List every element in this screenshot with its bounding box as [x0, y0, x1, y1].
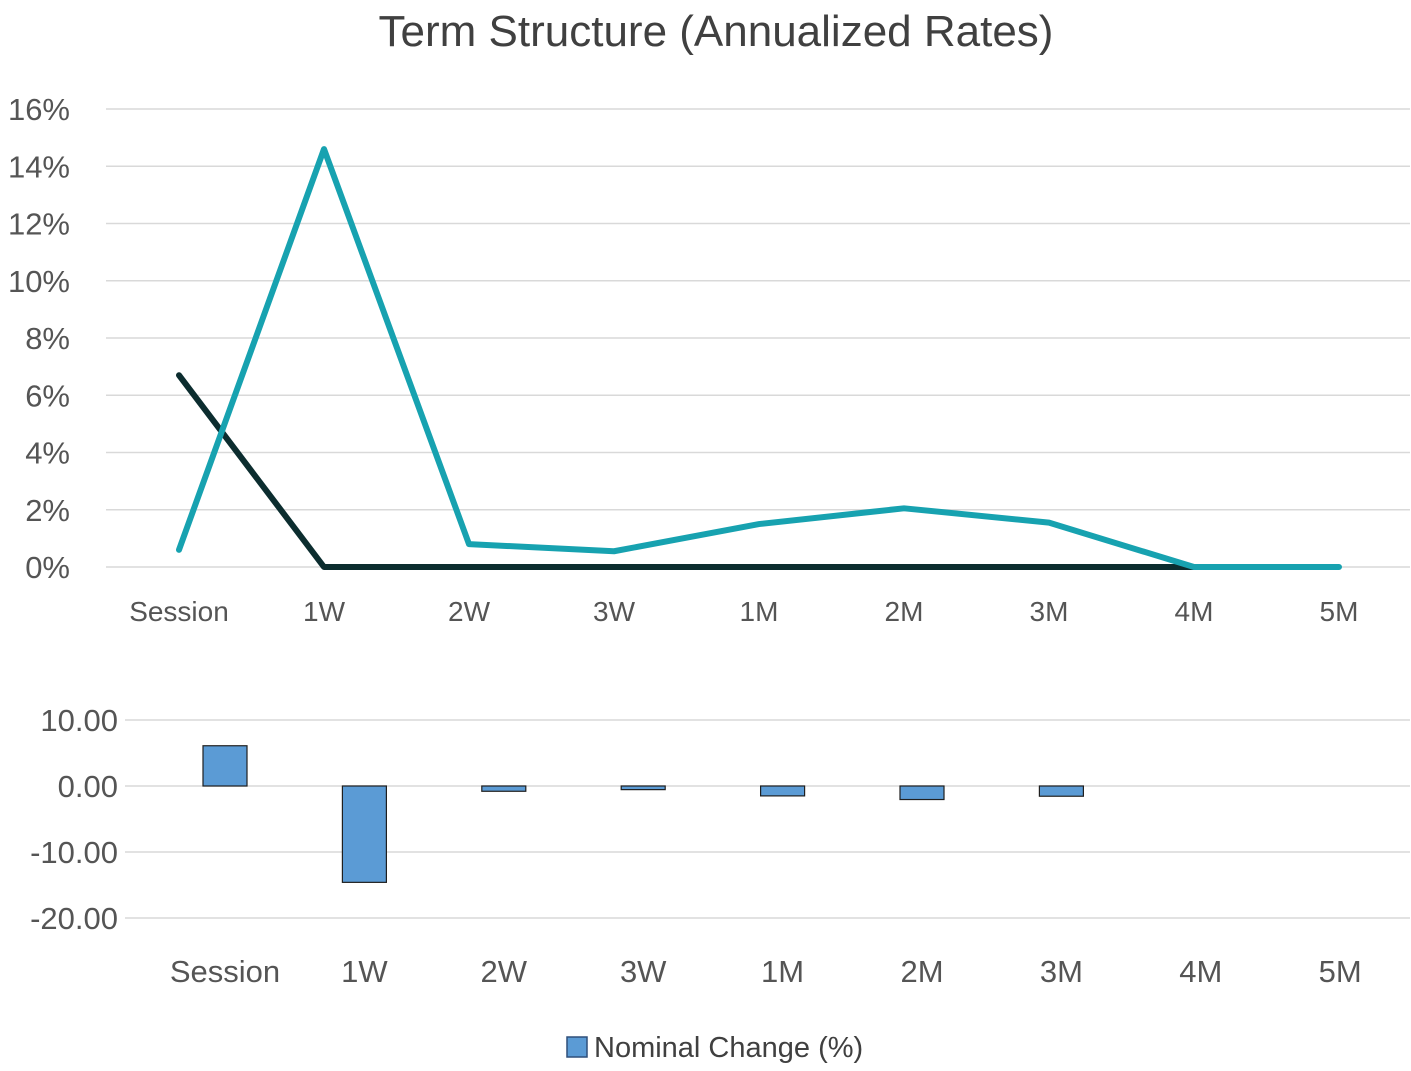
bottom-x-tick-label: 3M [1040, 954, 1083, 989]
bottom-bars [202, 745, 1085, 883]
chart-title: Term Structure (Annualized Rates) [379, 7, 1054, 56]
top-x-tick-label: 1M [740, 596, 779, 627]
bar [759, 785, 806, 797]
top-y-tick-label: 16% [8, 92, 70, 127]
top-x-tick-label: 3W [593, 596, 636, 627]
top-y-tick-label: 12% [8, 207, 70, 242]
top-y-tick-label: 10% [8, 264, 70, 299]
bottom-y-tick-label: 0.00 [58, 769, 118, 804]
top-x-tick-label: 1W [303, 596, 346, 627]
top-y-tick-label: 8% [25, 321, 70, 356]
bar [341, 785, 387, 883]
bottom-x-tick-label: 1M [761, 954, 804, 989]
series-line-dark [176, 372, 1197, 570]
top-x-tick-label: 5M [1320, 596, 1359, 627]
top-x-tick-label: Session [129, 596, 229, 627]
bottom-x-tick-label: 3W [620, 954, 667, 989]
bottom-x-tick-label: 2W [481, 954, 528, 989]
bottom-y-tick-labels: 10.00 0.00 -10.00 -20.00 [30, 703, 118, 936]
top-y-tick-labels: 0% 2% 4% 6% 8% 10% 12% 14% 16% [8, 92, 70, 585]
bottom-y-tick-label: -10.00 [30, 835, 118, 870]
bar [899, 785, 945, 801]
bar [620, 785, 666, 791]
bottom-y-tick-label: -20.00 [30, 901, 118, 936]
top-grid [106, 108, 1410, 568]
bar [202, 745, 248, 787]
legend-label: Nominal Change (%) [594, 1032, 863, 1064]
bottom-x-tick-label: Session [170, 954, 280, 989]
top-x-tick-labels: Session 1W 2W 3W 1M 2M 3M 4M 5M [129, 596, 1358, 627]
top-x-tick-label: 3M [1030, 596, 1069, 627]
top-y-tick-label: 14% [8, 149, 70, 184]
bottom-y-tick-label: 10.00 [40, 703, 118, 738]
bar [1038, 785, 1085, 797]
top-x-tick-label: 2M [885, 596, 924, 627]
top-y-tick-label: 0% [25, 550, 70, 585]
bottom-grid [125, 719, 1410, 919]
bottom-x-tick-label: 1W [341, 954, 388, 989]
series-line-teal [176, 146, 1342, 570]
top-series-lines [176, 146, 1342, 570]
bottom-x-tick-label: 5M [1319, 954, 1362, 989]
top-y-tick-label: 6% [25, 378, 70, 413]
top-x-tick-label: 4M [1175, 596, 1214, 627]
bottom-x-tick-labels: Session 1W 2W 3W 1M 2M 3M 4M 5M [170, 954, 1362, 989]
legend-swatch [566, 1036, 588, 1058]
bottom-x-tick-label: 2M [900, 954, 943, 989]
legend: Nominal Change (%) [566, 1032, 863, 1064]
top-y-tick-label: 2% [25, 493, 70, 528]
bottom-x-tick-label: 4M [1179, 954, 1222, 989]
top-x-tick-label: 2W [448, 596, 491, 627]
bar [481, 785, 527, 792]
top-y-tick-label: 4% [25, 436, 70, 471]
